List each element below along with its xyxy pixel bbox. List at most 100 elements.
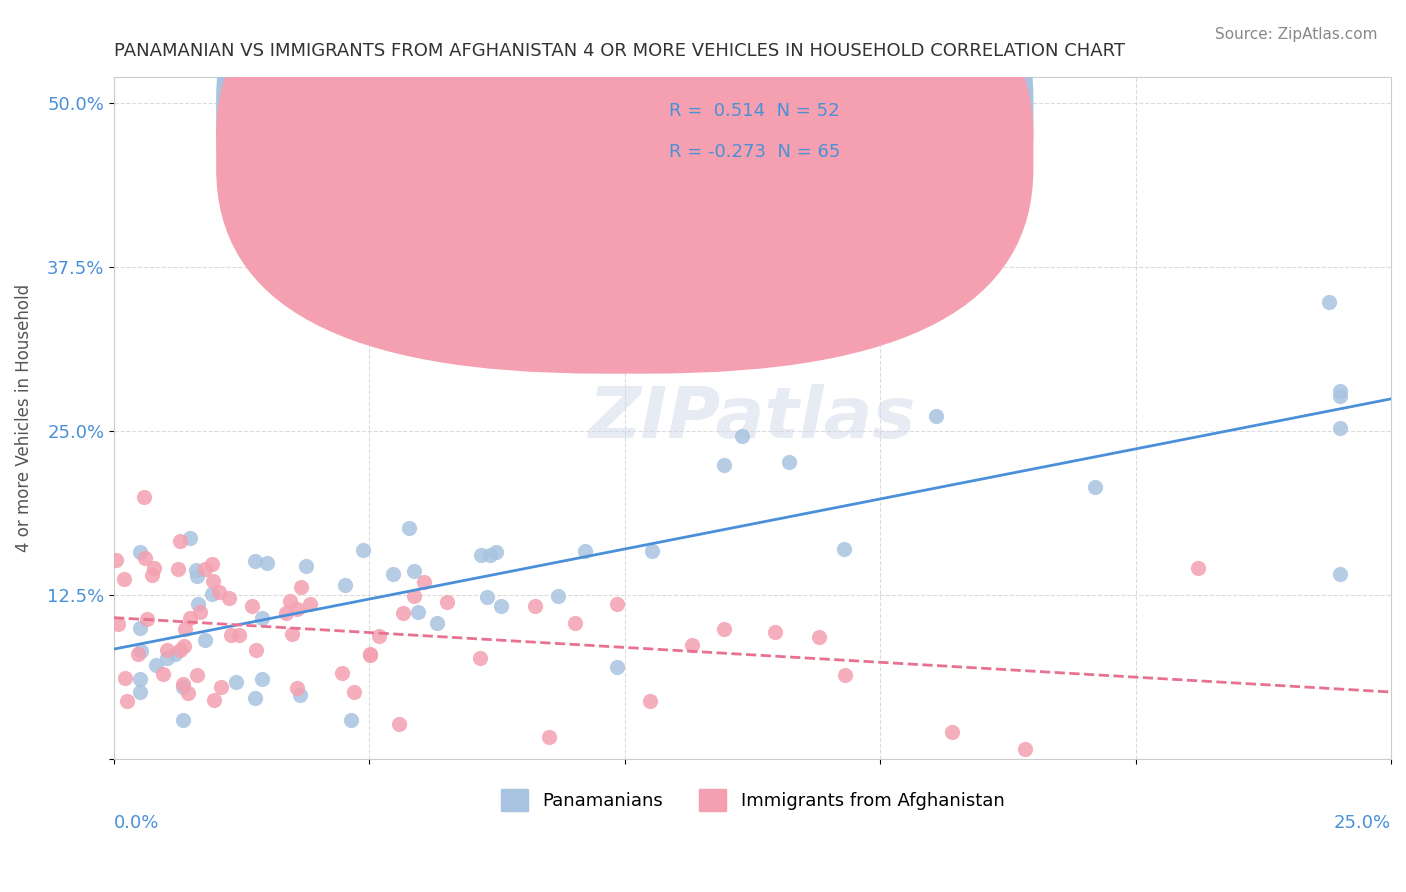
Point: [1329, 384, 1351, 398]
Point: [208, 584, 231, 599]
Point: [128, 684, 150, 698]
Point: [547, 589, 569, 603]
Point: [200, 587, 222, 601]
Point: [167, 562, 190, 576]
Point: [104, 553, 127, 567]
Point: [606, 598, 628, 612]
Point: [1329, 420, 1351, 434]
Point: [731, 429, 754, 443]
Point: [135, 612, 157, 626]
Point: [128, 545, 150, 559]
Point: [564, 615, 586, 630]
Point: [219, 628, 242, 642]
Point: [132, 490, 155, 504]
Point: [169, 643, 191, 657]
Point: [333, 578, 356, 592]
Point: [274, 606, 297, 620]
Point: [186, 597, 208, 611]
Point: [290, 581, 312, 595]
Y-axis label: 4 or more Vehicles in Household: 4 or more Vehicles in Household: [15, 284, 32, 552]
Point: [352, 542, 374, 557]
Point: [681, 638, 703, 652]
Point: [402, 589, 425, 603]
Point: [173, 622, 195, 636]
Point: [475, 591, 498, 605]
Point: [145, 658, 167, 673]
Point: [228, 628, 250, 642]
Point: [184, 563, 207, 577]
Point: [169, 533, 191, 548]
Point: [470, 548, 492, 562]
Point: [343, 685, 366, 699]
Point: [128, 673, 150, 687]
Point: [165, 647, 187, 661]
Point: [489, 599, 512, 614]
Point: [256, 556, 278, 570]
Point: [278, 594, 301, 608]
Point: [188, 606, 211, 620]
Point: [426, 615, 449, 630]
Point: [285, 681, 308, 695]
Point: [173, 639, 195, 653]
Point: [225, 675, 247, 690]
Point: [172, 713, 194, 727]
Text: R = -0.273  N = 65: R = -0.273 N = 65: [669, 143, 841, 161]
Point: [141, 568, 163, 582]
Point: [172, 681, 194, 695]
Point: [778, 454, 800, 468]
Point: [156, 643, 179, 657]
Point: [131, 644, 153, 658]
Legend: Panamanians, Immigrants from Afghanistan: Panamanians, Immigrants from Afghanistan: [494, 782, 1011, 819]
Point: [925, 409, 948, 423]
Point: [186, 569, 208, 583]
Point: [201, 574, 224, 588]
Point: [367, 629, 389, 643]
Point: [330, 665, 353, 680]
Text: Source: ZipAtlas.com: Source: ZipAtlas.com: [1215, 27, 1378, 42]
Point: [252, 672, 274, 686]
Point: [406, 605, 429, 619]
Point: [294, 559, 316, 574]
FancyBboxPatch shape: [217, 0, 1033, 336]
Point: [281, 627, 304, 641]
Point: [485, 545, 508, 559]
Point: [641, 544, 664, 558]
Point: [298, 598, 321, 612]
Point: [388, 717, 411, 731]
FancyBboxPatch shape: [217, 0, 1033, 374]
Point: [134, 550, 156, 565]
Point: [172, 677, 194, 691]
Point: [218, 591, 240, 606]
Point: [478, 548, 501, 562]
Point: [209, 680, 232, 694]
Point: [107, 616, 129, 631]
Point: [156, 651, 179, 665]
Point: [713, 458, 735, 473]
Point: [638, 694, 661, 708]
Point: [194, 561, 217, 575]
Point: [606, 659, 628, 673]
Point: [470, 651, 492, 665]
Point: [194, 633, 217, 648]
Point: [574, 544, 596, 558]
Point: [382, 566, 405, 581]
Point: [128, 621, 150, 635]
Text: R =  0.514  N = 52: R = 0.514 N = 52: [669, 102, 841, 120]
Point: [245, 643, 267, 657]
Point: [1317, 294, 1340, 309]
Text: 25.0%: 25.0%: [1334, 814, 1391, 832]
Point: [398, 521, 420, 535]
Point: [436, 595, 458, 609]
Point: [1084, 480, 1107, 494]
Point: [402, 564, 425, 578]
Point: [340, 713, 363, 727]
Point: [243, 554, 266, 568]
Point: [359, 648, 381, 662]
Point: [143, 560, 166, 574]
Point: [290, 688, 312, 702]
Point: [763, 624, 786, 639]
Point: [538, 731, 561, 745]
Point: [832, 541, 855, 556]
Point: [413, 575, 436, 590]
Point: [117, 694, 139, 708]
